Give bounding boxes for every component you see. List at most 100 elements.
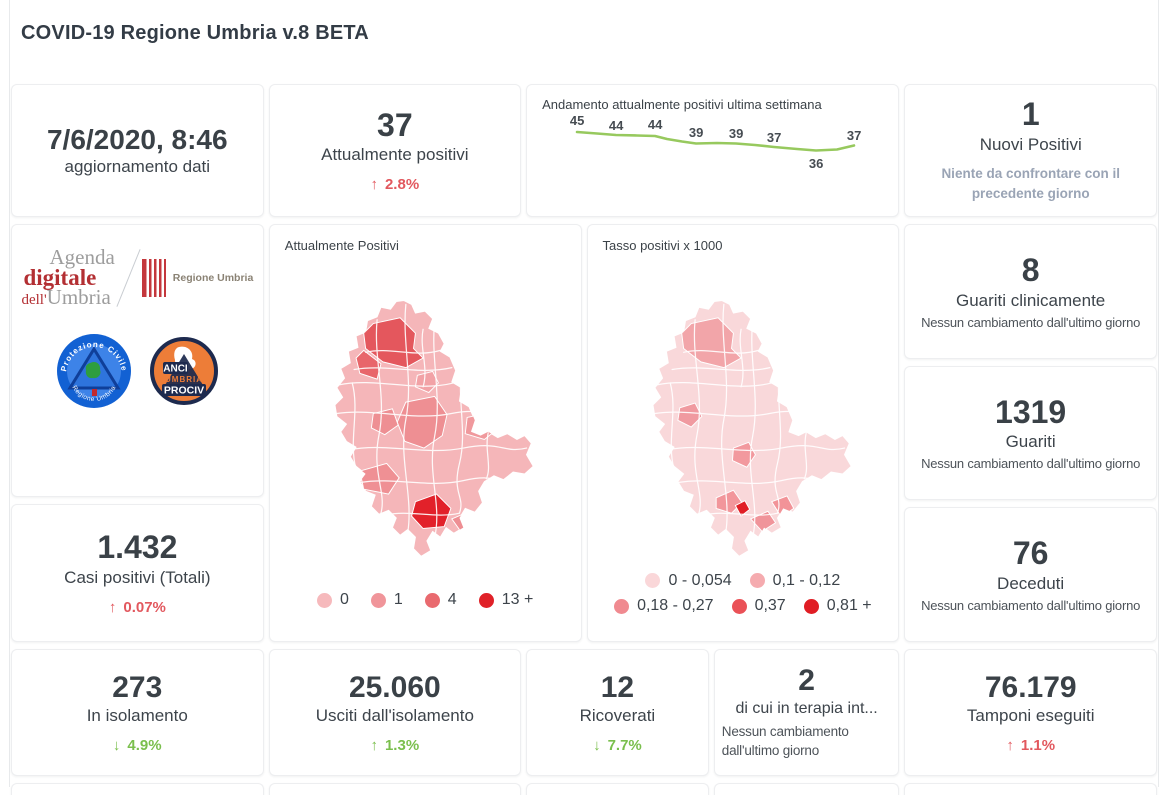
card-terapia-intensiva: 2 di cui in terapia int... Nessun cambia… bbox=[713, 649, 900, 776]
card-usciti-isolamento: 25.060 Usciti dall'isolamento ↑ 1.3% bbox=[268, 649, 522, 776]
kpi-value: 25.060 bbox=[348, 670, 441, 704]
map-region-patch bbox=[734, 500, 751, 517]
kpi-delta: ↑ 0.07% bbox=[109, 599, 166, 616]
legend-row: 0,18 - 0,27 0,37 0,81 + bbox=[588, 593, 899, 619]
kpi-value: 8 bbox=[1021, 251, 1040, 288]
kpi-value: 1 bbox=[1021, 95, 1040, 132]
logos-top-row: Agenda digitale dell'Umbria Regione Umbr… bbox=[12, 246, 263, 310]
kpi-label: Nuovi Positivi bbox=[979, 134, 1082, 154]
card-nuovi-positivi: 1 Nuovi Positivi Niente da confrontare c… bbox=[904, 84, 1157, 217]
kpi-delta: ↓ 4.9% bbox=[113, 737, 162, 754]
kpi-label: In isolamento bbox=[86, 706, 188, 726]
map-title: Tasso positivi x 1000 bbox=[602, 238, 723, 253]
map-title: Attualmente Positivi bbox=[284, 238, 399, 253]
kpi-note: Niente da confrontare con il precedente … bbox=[941, 165, 1120, 201]
legend-label: 1 bbox=[393, 591, 403, 608]
kpi-value: 76 bbox=[1012, 535, 1049, 572]
agenda-logo-name: Umbria bbox=[46, 285, 111, 310]
card-casi-totali: 1.432 Casi positivi (Totali) ↑ 0.07% bbox=[11, 504, 264, 642]
kpi-note: Nessun cambiamento dall'ultimo giorno bbox=[921, 314, 1141, 330]
kpi-label: Attualmente positivi bbox=[321, 145, 469, 165]
data-label: 44 bbox=[647, 117, 663, 132]
legend-item: 0,18 - 0,27 bbox=[614, 593, 714, 619]
card-trend-sparkline: Andamento attualmente positivi ultima se… bbox=[526, 84, 900, 217]
kpi-delta-value: 0.07% bbox=[123, 598, 166, 616]
legend-dot bbox=[749, 573, 765, 589]
kpi-delta-value: 7.7% bbox=[607, 737, 642, 755]
agenda-logo-prefix: dell' bbox=[21, 292, 47, 309]
card-attualmente-positivi: 37 Attualmente positivi ↑ 2.8% bbox=[268, 84, 522, 217]
kpi-value: 273 bbox=[112, 670, 163, 704]
map-legend: 0 - 0,054 0,1 - 0,12 0,18 - 0,27 0,37 0,… bbox=[588, 568, 899, 619]
kpi-label: Usciti dall'isolamento bbox=[315, 706, 474, 726]
trend-up-icon: ↑ bbox=[1006, 737, 1014, 755]
legend-label: 0 bbox=[339, 591, 349, 608]
sparkline-chart: 45 44 44 39 39 37 36 37 bbox=[547, 113, 882, 191]
legend-item: 0 bbox=[316, 591, 349, 609]
map-region-patch bbox=[731, 441, 756, 468]
legend-dot bbox=[478, 592, 494, 608]
legend-label: 0,81 + bbox=[826, 597, 872, 615]
kpi-label: di cui in terapia int... bbox=[735, 699, 878, 717]
legend-label: 0,1 - 0,12 bbox=[772, 571, 841, 589]
card-partial bbox=[268, 783, 522, 795]
data-label: 44 bbox=[608, 118, 624, 133]
sparkline-title: Andamento attualmente positivi ultima se… bbox=[542, 97, 822, 112]
legend-row: 0 - 0,054 0,1 - 0,12 bbox=[588, 568, 899, 594]
trend-up-icon: ↑ bbox=[370, 737, 378, 755]
card-partial bbox=[713, 783, 900, 795]
choropleth-map-attualmente[interactable] bbox=[310, 291, 540, 563]
kpi-delta-value: 1.3% bbox=[384, 737, 420, 755]
agenda-logo-line3: dell'Umbria bbox=[21, 285, 114, 310]
last-update-value: 7/6/2020, 8:46 bbox=[46, 123, 228, 155]
trend-up-icon: ↑ bbox=[108, 598, 117, 616]
regione-umbria-logo: Regione Umbria bbox=[141, 259, 254, 297]
kpi-note: Nessun cambiamento dall'ultimo giorno bbox=[721, 723, 849, 759]
card-logos: Agenda digitale dell'Umbria Regione Umbr… bbox=[11, 224, 264, 497]
trend-up-icon: ↑ bbox=[370, 176, 378, 194]
kpi-delta-value: 1.1% bbox=[1020, 737, 1056, 755]
choropleth-map-tasso[interactable] bbox=[628, 291, 858, 563]
card-map-attualmente-positivi: Attualmente Positivi bbox=[268, 224, 582, 642]
legend-label: 4 bbox=[447, 591, 457, 608]
card-map-tasso-positivi: Tasso positivi x 1000 bbox=[586, 224, 900, 642]
legend-dot bbox=[316, 592, 332, 608]
kpi-delta: ↑ 1.1% bbox=[1006, 737, 1055, 754]
dashboard-container: COVID-19 Regione Umbria v.8 BETA 7/6/202… bbox=[9, 0, 1159, 795]
map-legend: 0 1 4 13 + bbox=[270, 591, 581, 609]
regione-umbria-label: Regione Umbria bbox=[172, 272, 254, 284]
anci-prociv-badge-icon: ANCI UMBRIA PROCIV bbox=[149, 337, 218, 405]
legend-item: 0,37 bbox=[731, 593, 786, 619]
page-title: COVID-19 Regione Umbria v.8 BETA bbox=[21, 22, 369, 44]
legend-item: 0,81 + bbox=[803, 593, 872, 619]
kpi-value: 37 bbox=[377, 106, 413, 143]
kpi-label: Tamponi eseguiti bbox=[966, 706, 1095, 726]
last-update-label: aggiornamento dati bbox=[64, 157, 211, 177]
kpi-value: 76.179 bbox=[984, 670, 1077, 704]
legend-dot bbox=[370, 592, 386, 608]
map-region-patch bbox=[677, 402, 703, 428]
map-region-patch bbox=[363, 317, 425, 369]
map-region-patch bbox=[415, 370, 440, 394]
kpi-value: 1.432 bbox=[97, 529, 178, 566]
agenda-digitale-logo: Agenda digitale dell'Umbria bbox=[21, 246, 114, 310]
trend-down-icon: ↓ bbox=[593, 737, 601, 755]
kpi-value: 12 bbox=[600, 670, 635, 704]
protezione-civile-badge-icon: Protezione Civile Regione Umbria bbox=[56, 334, 131, 408]
kpi-delta: ↓ 7.7% bbox=[593, 737, 642, 754]
map-region-patch bbox=[749, 510, 777, 533]
card-partial bbox=[904, 783, 1157, 795]
legend-label: 0,18 - 0,27 bbox=[637, 597, 714, 615]
data-label: 37 bbox=[766, 130, 782, 145]
kpi-delta: ↑ 1.3% bbox=[370, 737, 419, 754]
map-region-base bbox=[652, 300, 852, 557]
card-guariti: 1319 Guariti Nessun cambiamento dall'ult… bbox=[904, 365, 1157, 501]
sparkline-line bbox=[575, 130, 856, 152]
kpi-delta: ↑ 2.8% bbox=[370, 176, 419, 193]
kpi-delta-value: 4.9% bbox=[127, 737, 162, 755]
card-in-isolamento: 273 In isolamento ↓ 4.9% bbox=[11, 649, 264, 776]
kpi-label: Guariti clinicamente bbox=[955, 290, 1106, 310]
card-partial bbox=[526, 783, 709, 795]
legend-item: 13 + bbox=[478, 591, 533, 609]
legend-item: 0 - 0,054 bbox=[645, 568, 732, 594]
